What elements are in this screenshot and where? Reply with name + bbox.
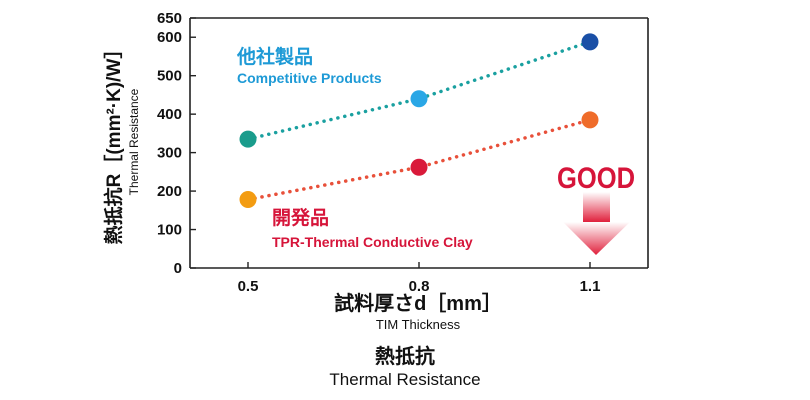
data-point [581,33,599,51]
y-tick-label: 400 [157,106,182,123]
axes [189,17,649,269]
x-tick-label: 0.8 [409,278,430,295]
data-point [239,130,257,148]
caption-subtitle: Thermal Resistance [329,370,481,389]
tick-labels: 0 100 200 300 400 500 600 650 0.5 0.8 1.1 [157,10,600,295]
data-point [581,111,599,129]
good-arrow-icon [563,192,630,255]
series-labels: 他社製品 Competitive Products 開発品 TPR-Thermal C… [236,45,473,250]
series-label-jp-2: 開発品 [272,206,329,229]
y-axis-subtitle: Thermal Resistance [127,88,141,195]
y-tick-label: 0 [174,260,182,277]
y-tick-label: 500 [157,68,182,85]
series-points [239,33,599,209]
x-axis-subtitle: TIM Thickness [376,317,461,332]
series-label-en-2: TPR-Thermal Conductive Clay [272,234,473,250]
x-tick-label: 1.1 [580,278,601,295]
data-point [410,158,428,176]
series-label-en-1: Competitive Products [237,70,382,86]
y-tick-label: 300 [157,145,182,162]
y-tick-label: 600 [157,29,182,46]
x-axis-title: 試料厚さd［mm］ [334,291,502,315]
series-line-2 [246,118,592,202]
data-point [410,90,428,108]
y-tick-label: 200 [157,183,182,200]
y-tick-label: 100 [157,222,182,239]
y-axis-title: 熱抵抗R［(mm²·K)/W］ [102,40,125,245]
x-tick-label: 0.5 [238,278,259,295]
data-point [239,191,257,209]
series-lines [246,40,592,202]
series-line-1 [246,40,592,141]
good-annotation: GOOD [557,162,635,195]
series-label-jp-1: 他社製品 [236,45,313,68]
caption-title: 熱抵抗 [375,346,435,368]
y-tick-label: 650 [157,10,182,27]
